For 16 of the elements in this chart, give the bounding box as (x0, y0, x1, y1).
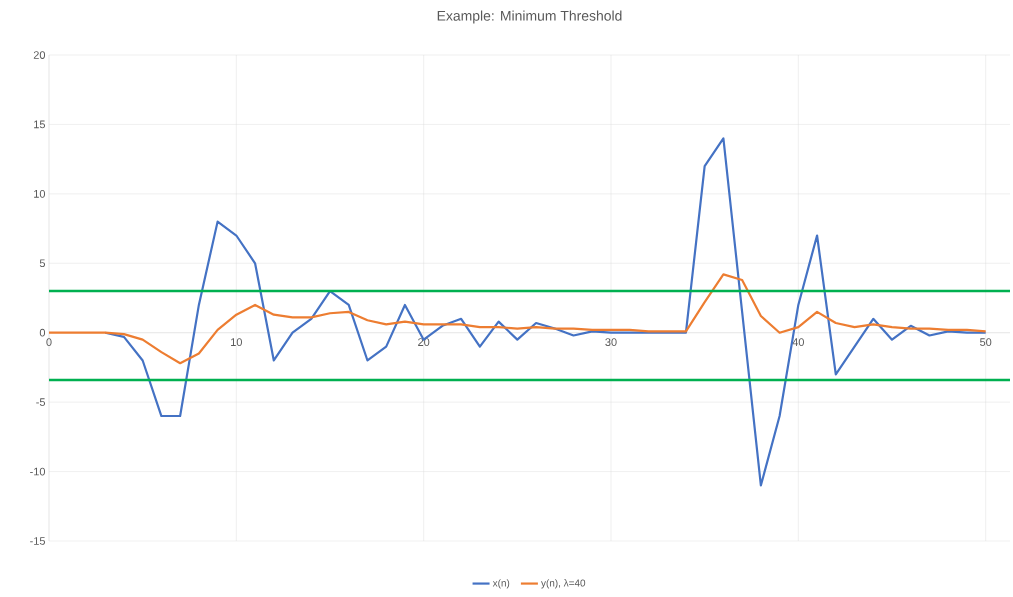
y-tick-label: 10 (34, 189, 46, 198)
y-tick-label: 15 (34, 120, 46, 129)
x-tick-label: 20 (418, 338, 430, 346)
chart-title: Example: Minimum Threshold (437, 10, 622, 24)
y-tick-label: -5 (36, 398, 46, 406)
y-tick-label: 20 (33, 51, 46, 59)
legend-label: x(n) (492, 579, 510, 589)
y-tick-label: 5 (39, 259, 46, 268)
x-tick-label: 10 (231, 338, 242, 346)
y-tick-label: -10 (30, 467, 46, 476)
x-tick-label: 30 (605, 338, 617, 346)
y-tick-label: 0 (39, 328, 46, 337)
y-tick-label: -15 (30, 537, 46, 545)
legend-label: y(n), λ=40 (541, 579, 586, 589)
x-tick-label: 50 (980, 338, 992, 346)
x-tick-label: 0 (46, 338, 52, 346)
